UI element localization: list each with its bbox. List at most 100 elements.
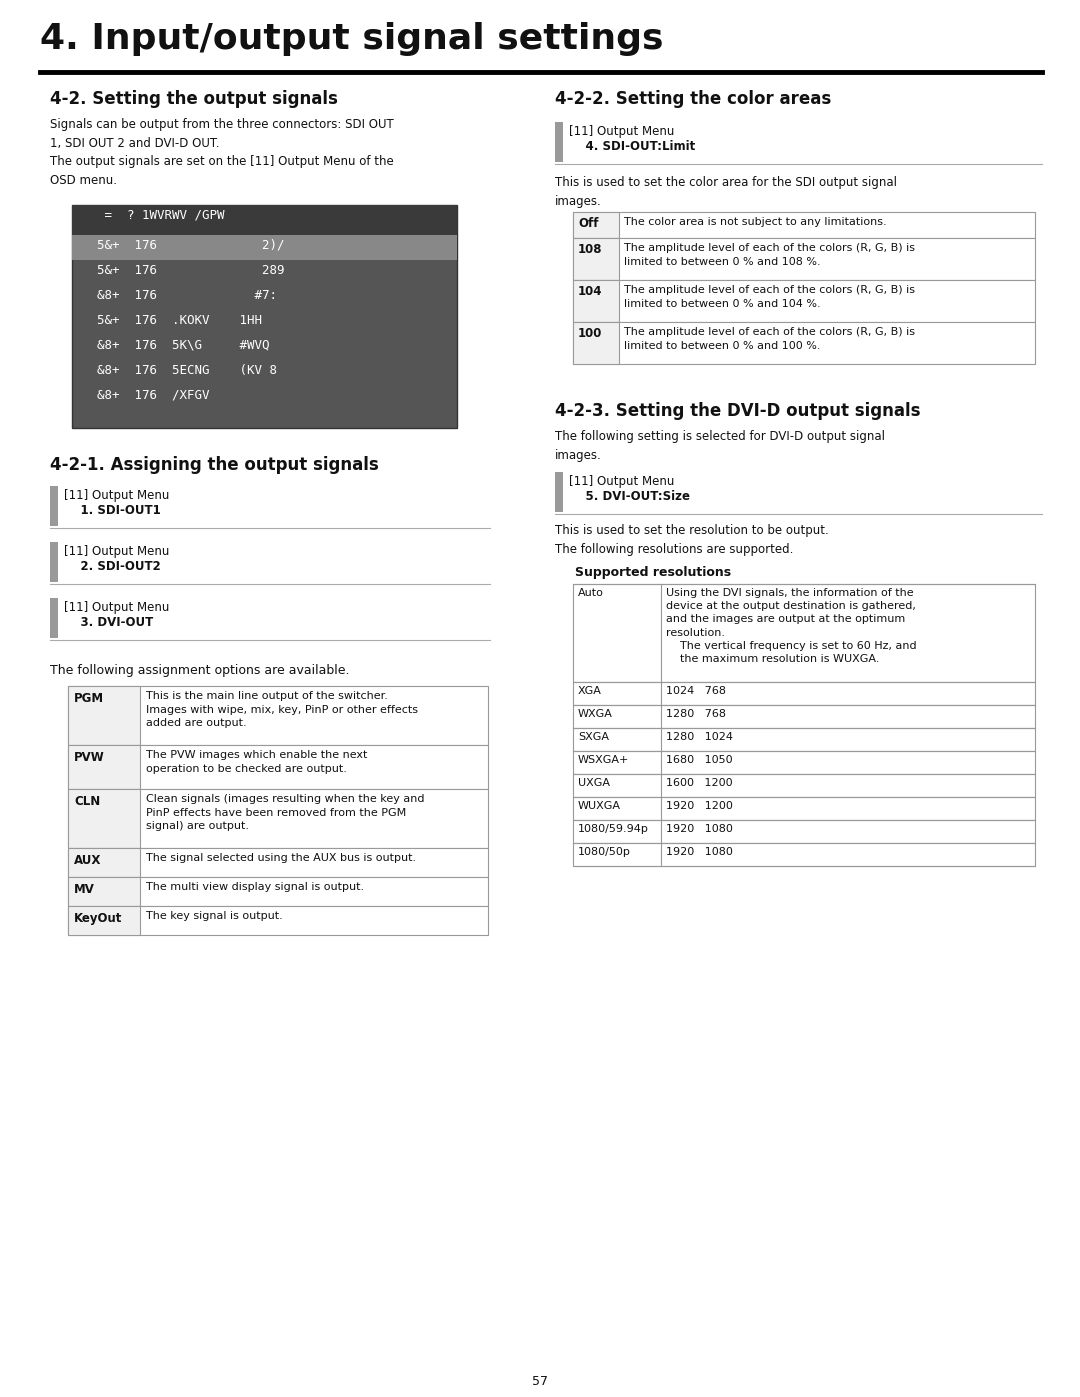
Text: 3. DVI-OUT: 3. DVI-OUT [64,616,153,629]
Text: WSXGA+: WSXGA+ [578,754,630,766]
Text: This is the main line output of the switcher.
Images with wipe, mix, key, PinP o: This is the main line output of the swit… [146,692,418,728]
Text: 1080/50p: 1080/50p [578,847,631,856]
Bar [68,789,488,848]
Bar [573,820,1035,842]
Text: &8+  176  5K\G     #WVQ: &8+ 176 5K\G #WVQ [82,339,270,352]
Text: 1. SDI-OUT1: 1. SDI-OUT1 [64,504,161,517]
Bar [68,877,488,907]
Bar [573,584,1035,682]
Text: Off: Off [578,217,598,231]
Text: =  ? 1WVRWV /GPW: = ? 1WVRWV /GPW [82,210,225,222]
Bar [573,705,1035,728]
Text: The following assignment options are available.: The following assignment options are ava… [50,664,350,678]
Bar [573,237,619,279]
Text: WUXGA: WUXGA [578,800,621,812]
Text: The color area is not subject to any limitations.: The color area is not subject to any lim… [624,217,887,226]
Text: PGM: PGM [75,692,104,705]
Bar [68,907,140,935]
Text: MV: MV [75,883,95,895]
Text: &8+  176             #7:: &8+ 176 #7: [82,289,276,302]
Bar [68,848,488,877]
Text: 4. SDI-OUT:Limit: 4. SDI-OUT:Limit [569,140,696,154]
Bar [72,205,457,235]
Text: 1920   1080: 1920 1080 [666,847,733,856]
Bar [68,907,488,935]
Text: The signal selected using the AUX bus is output.: The signal selected using the AUX bus is… [146,854,416,863]
Text: 1280   768: 1280 768 [666,710,726,719]
Text: 4-2. Setting the output signals: 4-2. Setting the output signals [50,89,338,108]
Bar [573,798,1035,820]
Text: 2. SDI-OUT2: 2. SDI-OUT2 [64,560,161,573]
Bar [50,542,58,583]
Text: 5&+  176              289: 5&+ 176 289 [82,264,284,277]
Bar [68,745,488,789]
Text: The amplitude level of each of the colors (R, G, B) is
limited to between 0 % an: The amplitude level of each of the color… [624,285,915,309]
Text: 1024   768: 1024 768 [666,686,726,696]
Text: 108: 108 [578,243,603,256]
Bar [555,122,563,162]
Text: Signals can be output from the three connectors: SDI OUT
1, SDI OUT 2 and DVI-D : Signals can be output from the three con… [50,117,394,187]
Text: 100: 100 [578,327,603,339]
Bar [573,212,619,237]
Text: &8+  176  /XFGV: &8+ 176 /XFGV [82,388,210,402]
Bar [573,682,1035,705]
Text: 5. DVI-OUT:Size: 5. DVI-OUT:Size [569,490,690,503]
Text: 1920   1200: 1920 1200 [666,800,733,812]
Bar [573,842,1035,866]
Text: 4. Input/output signal settings: 4. Input/output signal settings [40,22,663,56]
Text: 5&+  176              2)/: 5&+ 176 2)/ [82,239,284,251]
Bar [68,789,140,848]
Text: 5&+  176  .KOKV    1HH: 5&+ 176 .KOKV 1HH [82,314,262,327]
Bar [573,774,1035,798]
Text: XGA: XGA [578,686,602,696]
Text: 4-2-3. Setting the DVI-D output signals: 4-2-3. Setting the DVI-D output signals [555,402,920,420]
Text: The key signal is output.: The key signal is output. [146,911,283,921]
Bar [573,752,1035,774]
Text: 1920   1080: 1920 1080 [666,824,733,834]
Bar [68,686,488,745]
Text: WXGA: WXGA [578,710,612,719]
Text: The amplitude level of each of the colors (R, G, B) is
limited to between 0 % an: The amplitude level of each of the color… [624,327,915,351]
Text: Clean signals (images resulting when the key and
PinP effects have been removed : Clean signals (images resulting when the… [146,793,424,831]
Text: [11] Output Menu: [11] Output Menu [64,545,170,557]
Bar [573,321,619,365]
Text: SXGA: SXGA [578,732,609,742]
Text: 1680   1050: 1680 1050 [666,754,732,766]
Bar [555,472,563,511]
Text: [11] Output Menu: [11] Output Menu [569,124,674,138]
Text: 104: 104 [578,285,603,298]
Bar [68,686,140,745]
Text: [11] Output Menu: [11] Output Menu [64,601,170,615]
Bar [50,486,58,527]
Text: This is used to set the resolution to be output.
The following resolutions are s: This is used to set the resolution to be… [555,524,828,556]
Text: KeyOut: KeyOut [75,912,122,925]
Bar [573,279,619,321]
Text: The PVW images which enable the next
operation to be checked are output.: The PVW images which enable the next ope… [146,750,367,774]
Text: 57: 57 [532,1375,548,1389]
Text: The amplitude level of each of the colors (R, G, B) is
limited to between 0 % an: The amplitude level of each of the color… [624,243,915,267]
Text: [11] Output Menu: [11] Output Menu [64,489,170,502]
Text: Auto: Auto [578,588,604,598]
Text: PVW: PVW [75,752,105,764]
Bar [68,877,140,907]
Bar [72,235,457,260]
Text: 1080/59.94p: 1080/59.94p [578,824,649,834]
Text: &8+  176  5ECNG    (KV 8: &8+ 176 5ECNG (KV 8 [82,365,276,377]
Bar [573,321,1035,365]
Text: CLN: CLN [75,795,100,807]
Bar [573,212,1035,237]
Text: UXGA: UXGA [578,778,610,788]
Text: AUX: AUX [75,854,102,868]
Bar [68,745,140,789]
Bar [68,848,140,877]
Text: Supported resolutions: Supported resolutions [575,566,731,578]
Bar [573,279,1035,321]
Text: This is used to set the color area for the SDI output signal
images.: This is used to set the color area for t… [555,176,897,208]
Bar [72,205,457,427]
Bar [573,728,1035,752]
Text: Using the DVI signals, the information of the
device at the output destination i: Using the DVI signals, the information o… [666,588,917,664]
Text: The following setting is selected for DVI-D output signal
images.: The following setting is selected for DV… [555,430,885,461]
Text: The multi view display signal is output.: The multi view display signal is output. [146,882,364,893]
Bar [573,237,1035,279]
Text: 1280   1024: 1280 1024 [666,732,733,742]
